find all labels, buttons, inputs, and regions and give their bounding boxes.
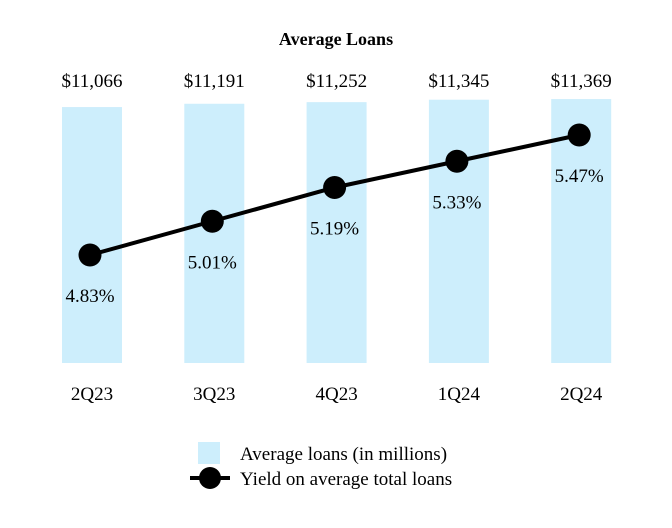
bar-3Q23 bbox=[184, 103, 245, 364]
yield-point-4Q23 bbox=[323, 176, 347, 199]
bar-label-1Q24: $11,345 bbox=[428, 71, 489, 92]
bar-label-4Q23: $11,252 bbox=[306, 71, 367, 92]
x-tick-label-3Q23: 3Q23 bbox=[193, 384, 235, 405]
x-tick-label-1Q24: 1Q24 bbox=[438, 384, 481, 405]
bar-2Q23 bbox=[62, 107, 122, 363]
yield-point-1Q24 bbox=[445, 149, 469, 173]
yield-point-2Q23 bbox=[78, 243, 102, 267]
bar-label-2Q24: $11,369 bbox=[551, 71, 612, 92]
x-tick-label-4Q23: 4Q23 bbox=[315, 384, 357, 405]
x-tick-label-2Q24: 2Q24 bbox=[560, 384, 603, 405]
yield-point-2Q24 bbox=[567, 123, 591, 147]
legend-label-average-loans: Average loans (in millions) bbox=[240, 444, 447, 465]
yield-label-1Q24: 5.33% bbox=[432, 192, 481, 213]
yield-label-4Q23: 5.19% bbox=[310, 219, 359, 240]
bar-1Q24 bbox=[428, 99, 489, 364]
bar-4Q23 bbox=[306, 102, 367, 363]
x-tick-label-2Q23: 2Q23 bbox=[71, 384, 113, 405]
legend: Average loans (in millions) Yield on ave… bbox=[190, 442, 452, 490]
yield-label-2Q23: 4.83% bbox=[65, 286, 114, 307]
legend-label-yield: Yield on average total loans bbox=[240, 469, 452, 490]
bar-label-3Q23: $11,191 bbox=[184, 71, 245, 92]
bar-label-2Q23: $11,066 bbox=[61, 71, 122, 92]
legend-swatch-average-loans bbox=[198, 442, 220, 464]
yield-label-2Q24: 5.47% bbox=[555, 166, 604, 187]
yield-label-3Q23: 5.01% bbox=[188, 252, 237, 273]
chart-title: Average Loans bbox=[279, 29, 393, 49]
yield-point-3Q23 bbox=[200, 209, 224, 233]
legend-marker-yield bbox=[199, 467, 221, 489]
